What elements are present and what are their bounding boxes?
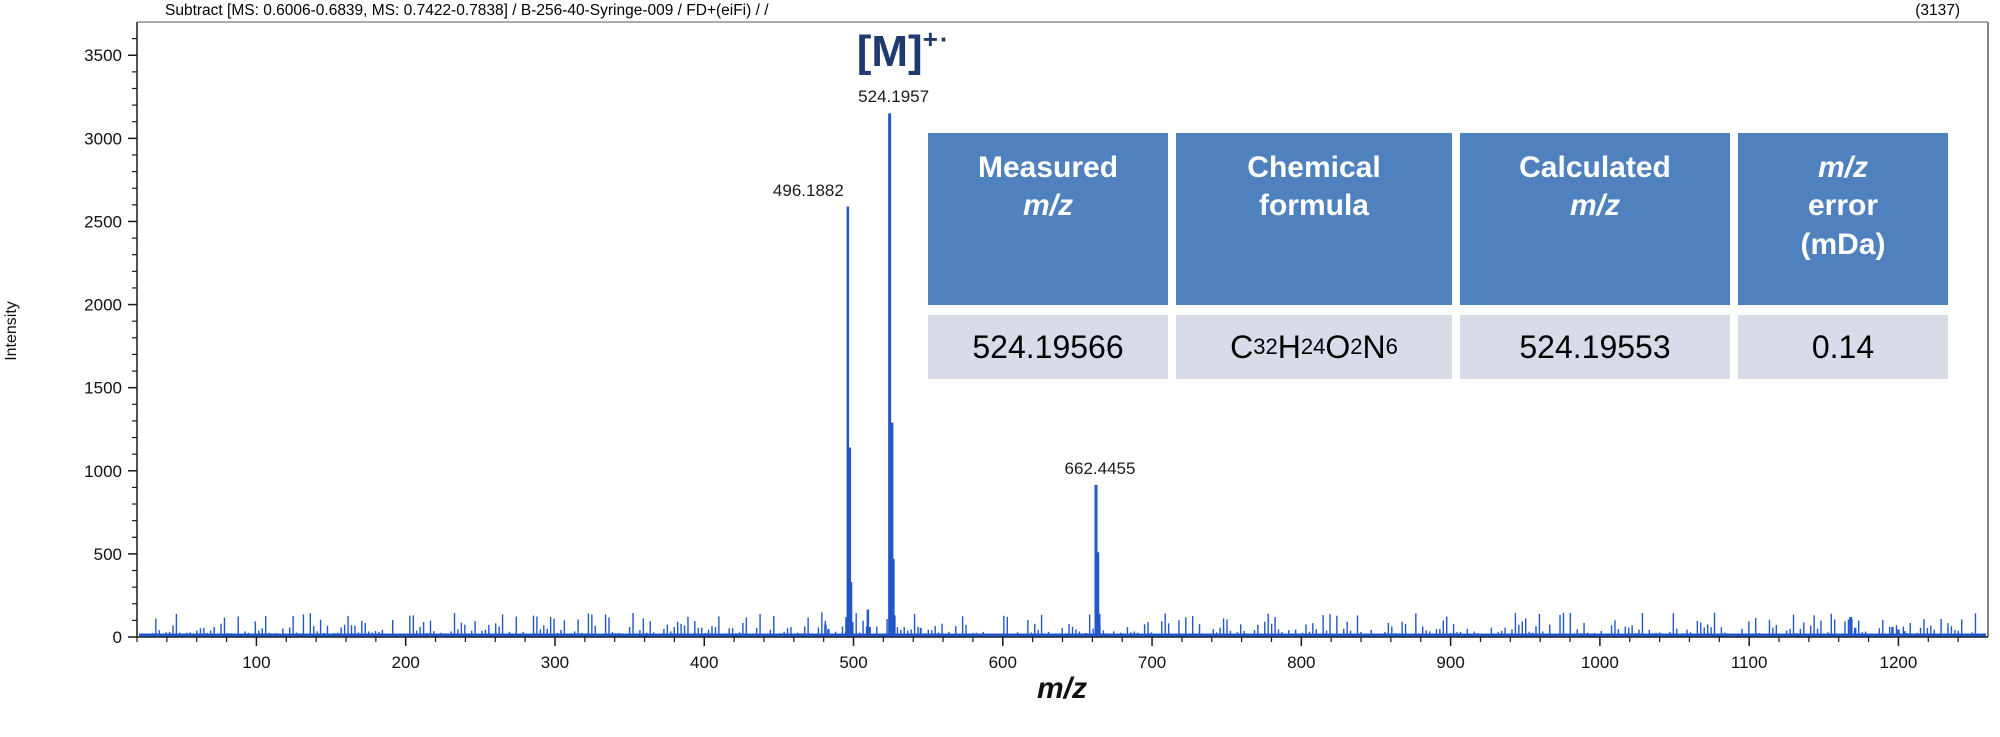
header-line: Measured xyxy=(977,151,1119,184)
mz-error-value: 0.14 xyxy=(1738,315,1948,379)
peak-label: 524.1957 xyxy=(858,87,930,107)
y-tick-label: 2500 xyxy=(84,212,122,231)
x-tick-label: 800 xyxy=(1287,653,1315,672)
assignment-table: Measured m/z Chemical formula Calculated… xyxy=(928,133,1948,379)
x-tick-label: 1000 xyxy=(1581,653,1619,672)
x-tick-label: 700 xyxy=(1138,653,1166,672)
calculated-mz-value: 524.19553 xyxy=(1460,315,1730,379)
x-tick-label: 600 xyxy=(989,653,1017,672)
header-line: Chemical xyxy=(1247,151,1381,184)
y-tick-label: 1500 xyxy=(84,379,122,398)
measured-mz-value: 524.19566 xyxy=(928,315,1168,379)
col-header-calculated-mz: Calculated m/z xyxy=(1460,133,1730,305)
peak-label: 662.4455 xyxy=(1064,458,1136,478)
x-tick-label: 500 xyxy=(839,653,867,672)
header-line: (mDa) xyxy=(1800,227,1886,261)
header-line: Calculated xyxy=(1519,151,1671,184)
peak-label: 496.1882 xyxy=(772,180,844,200)
col-header-mz-error: m/z error (mDa) xyxy=(1738,133,1948,305)
header-line: error xyxy=(1807,189,1879,223)
y-tick-label: 1000 xyxy=(84,462,122,481)
x-axis-title: m/z xyxy=(1036,672,1088,705)
molecular-ion-annotation: [M]+· xyxy=(857,26,951,74)
x-tick-label: 400 xyxy=(690,653,718,672)
x-tick-label: 300 xyxy=(541,653,569,672)
scan-header-text: Subtract [MS: 0.6006-0.6839, MS: 0.7422-… xyxy=(165,2,769,19)
y-tick-label: 500 xyxy=(94,545,122,564)
x-tick-label: 900 xyxy=(1436,653,1464,672)
y-tick-label: 2000 xyxy=(84,296,122,315)
y-tick-label: 0 xyxy=(113,628,122,647)
header-line: m/z xyxy=(1817,151,1868,184)
header-line: m/z xyxy=(1569,189,1620,223)
x-tick-label: 1200 xyxy=(1880,653,1918,672)
header-line: m/z xyxy=(1022,189,1073,223)
x-tick-label: 1100 xyxy=(1731,653,1768,672)
scan-count: (3137) xyxy=(1915,2,1960,19)
header-line: formula xyxy=(1258,189,1369,223)
formula-value: C 32 H 24 O 2 N 6 xyxy=(1176,315,1452,379)
x-tick-label: 100 xyxy=(242,653,270,672)
col-header-chemical-formula: Chemical formula xyxy=(1176,133,1452,305)
col-header-measured-mz: Measured m/z xyxy=(928,133,1168,305)
x-tick-label: 200 xyxy=(392,653,420,672)
molecular-ion-charge: +· xyxy=(922,24,951,54)
y-tick-label: 3500 xyxy=(84,46,122,65)
y-tick-label: 3000 xyxy=(84,129,122,148)
molecular-ion-bracket: [M] xyxy=(856,27,923,76)
y-axis-title: Intensity xyxy=(3,301,20,361)
